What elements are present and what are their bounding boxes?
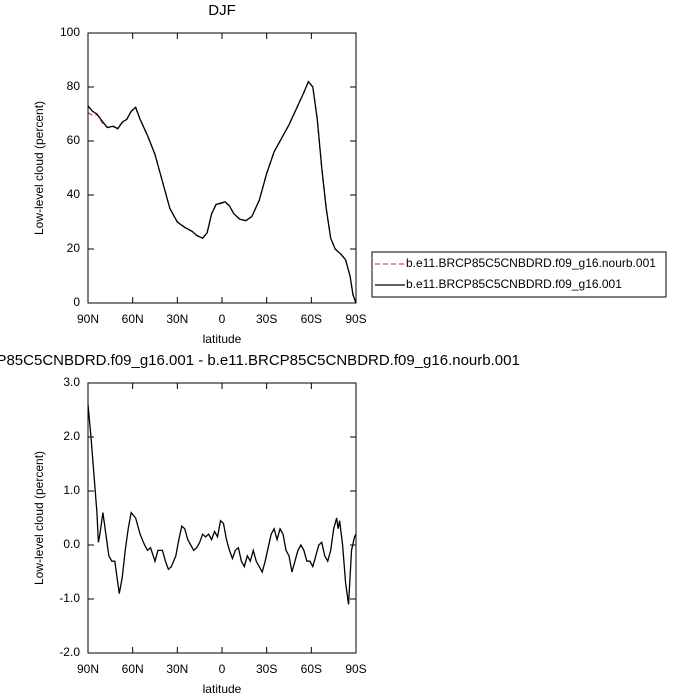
x-tick-label: 60S (301, 312, 322, 326)
x-tick-label: 0 (219, 312, 226, 326)
x-tick-label: 30S (256, 312, 277, 326)
legend-label: b.e11.BRCP85C5CNBDRD.f09_g16.nourb.001 (406, 256, 656, 270)
y-tick-label: 100 (60, 25, 80, 39)
plot-frame (87, 32, 357, 304)
y-tick-label: 0 (73, 295, 80, 309)
x-tick-label: 30N (166, 312, 188, 326)
y-tick-label: -1.0 (59, 591, 80, 605)
x-tick-label: 60N (122, 312, 144, 326)
chart-title: DJF (208, 2, 236, 19)
x-tick-label: 90S (345, 662, 366, 676)
legend-label: b.e11.BRCP85C5CNBDRD.f09_g16.001 (406, 277, 622, 291)
y-tick-label: 60 (67, 133, 81, 147)
x-tick-label: 30S (256, 662, 277, 676)
y-tick-label: 40 (67, 187, 81, 201)
y-axis-label: Low-level cloud (percent) (32, 451, 46, 585)
y-tick-label: 2.0 (63, 429, 80, 443)
x-tick-label: 90S (345, 312, 366, 326)
x-tick-label: 60S (301, 662, 322, 676)
y-tick-label: -2.0 (59, 645, 80, 659)
chart-title: b.e11.BRCP85C5CNBDRD.f09_g16.001 - b.e11… (0, 352, 520, 369)
x-tick-label: 60N (122, 662, 144, 676)
data-line (87, 80, 357, 304)
x-tick-label: 0 (219, 662, 226, 676)
y-tick-label: 80 (67, 79, 81, 93)
y-tick-label: 1.0 (63, 483, 80, 497)
y-tick-label: 20 (67, 241, 81, 255)
legend-box (371, 251, 667, 298)
x-tick-label: 30N (166, 662, 188, 676)
x-tick-label: 90N (77, 662, 99, 676)
x-axis-label: latitude (203, 682, 242, 696)
x-tick-label: 90N (77, 312, 99, 326)
data-line (87, 80, 357, 304)
y-tick-label: 0.0 (63, 537, 80, 551)
y-tick-label: 3.0 (63, 375, 80, 389)
data-line (87, 404, 357, 605)
plot-frame (87, 382, 357, 654)
y-axis-label: Low-level cloud (percent) (32, 101, 46, 235)
x-axis-label: latitude (203, 332, 242, 346)
